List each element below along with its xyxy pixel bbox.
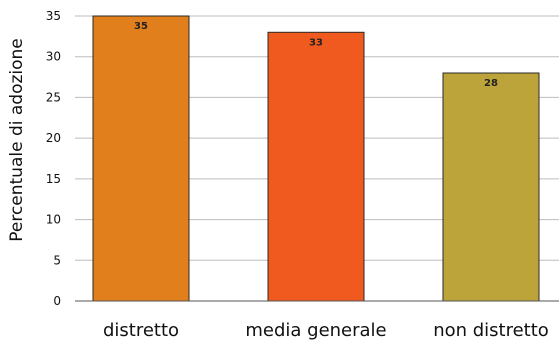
x-category-label: distretto (103, 320, 179, 341)
bar-non-distretto (442, 72, 540, 302)
bar-media-generale (267, 31, 365, 302)
y-tick-label: 20 (46, 131, 61, 145)
bars (92, 15, 540, 302)
bar-distretto (92, 15, 190, 302)
y-tick-label: 15 (46, 172, 61, 186)
x-category-label: media generale (245, 320, 386, 341)
y-axis-ticks: 0 5 10 15 20 25 30 35 (46, 9, 61, 308)
y-tick-label: 35 (46, 9, 61, 23)
y-axis-label: Percentuale di adozione (7, 38, 27, 242)
data-label: 35 (134, 21, 148, 32)
y-tick-label: 5 (53, 253, 61, 267)
data-label: 33 (309, 37, 323, 48)
x-category-label: non distretto (433, 320, 549, 341)
y-tick-label: 30 (46, 50, 61, 64)
y-tick-label: 10 (46, 213, 61, 227)
data-label: 28 (484, 78, 498, 89)
data-labels: 35 33 28 (134, 21, 498, 89)
y-tick-label: 25 (46, 90, 61, 104)
y-tick-label: 0 (53, 294, 61, 308)
x-axis-categories: distretto media generale non distretto (103, 320, 549, 341)
